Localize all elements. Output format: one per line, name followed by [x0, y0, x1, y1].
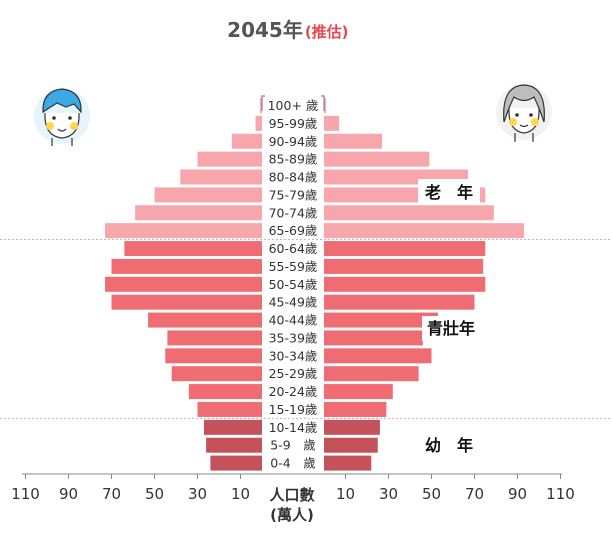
bar-left-1 — [255, 115, 262, 131]
tick-label-right-3: 70 — [465, 485, 484, 503]
bar-left-17 — [197, 401, 262, 417]
age-label-10: 50-54歲 — [269, 277, 318, 292]
bar-right-11 — [324, 294, 475, 310]
bar-left-15 — [171, 366, 262, 382]
age-label-5: 75-79歲 — [269, 187, 318, 202]
bar-right-15 — [324, 366, 419, 382]
group-label-bg-youth — [418, 433, 480, 458]
bracket-right — [321, 95, 325, 111]
bar-left-7 — [105, 223, 262, 239]
age-label-9: 55-59歲 — [269, 259, 318, 274]
bar-left-0 — [259, 98, 262, 113]
tick-label-right-0: 10 — [336, 485, 355, 503]
bar-right-6 — [324, 205, 494, 221]
bar-left-13 — [167, 330, 262, 346]
bar-right-18 — [324, 419, 380, 435]
bar-left-16 — [188, 384, 262, 400]
age-label-18: 10-14歲 — [269, 420, 318, 435]
group-label-bg-working — [422, 316, 480, 341]
bar-right-7 — [324, 223, 524, 239]
bar-right-20 — [324, 455, 372, 471]
age-label-3: 85-89歲 — [269, 152, 318, 167]
tick-label-right-5: 110 — [546, 485, 575, 503]
tick-label-left-3: 50 — [145, 485, 164, 503]
tick-label-left-4: 30 — [188, 485, 207, 503]
age-label-2: 90-94歲 — [269, 134, 318, 149]
age-label-19: 5-9 歲 — [270, 438, 315, 453]
bar-left-10 — [105, 276, 262, 292]
boy-face-icon — [34, 88, 90, 146]
age-label-0: 100+ 歲 — [268, 98, 319, 113]
bar-right-2 — [324, 133, 383, 149]
age-label-20: 0-4 歲 — [270, 456, 315, 471]
tick-label-left-1: 90 — [59, 485, 78, 503]
bar-right-1 — [324, 115, 340, 131]
tick-label-left-0: 110 — [11, 485, 40, 503]
age-label-1: 95-99歲 — [269, 116, 318, 131]
bar-left-14 — [165, 348, 262, 364]
bar-right-12 — [324, 312, 438, 328]
bar-right-9 — [324, 258, 484, 274]
age-label-17: 15-19歲 — [269, 402, 318, 417]
group-label-elderly: 老 年 — [424, 183, 473, 202]
axis-unit-label: 人口數 — [269, 486, 314, 504]
age-label-7: 65-69歲 — [269, 223, 318, 238]
bar-left-12 — [148, 312, 262, 328]
chart-title-note: (推估) — [305, 23, 349, 41]
bar-right-3 — [324, 151, 430, 167]
bar-right-10 — [324, 276, 486, 292]
bar-left-4 — [180, 169, 262, 185]
age-label-11: 45-49歲 — [269, 295, 318, 310]
bar-left-5 — [154, 187, 262, 203]
bar-left-8 — [124, 241, 263, 257]
bar-left-11 — [111, 294, 262, 310]
tick-label-right-1: 30 — [379, 485, 398, 503]
bar-left-9 — [111, 258, 262, 274]
age-label-16: 20-24歲 — [269, 384, 318, 399]
group-label-bg-elderly — [418, 179, 480, 204]
group-label-youth: 幼 年 — [425, 436, 473, 455]
bar-right-0 — [324, 98, 327, 113]
age-label-13: 35-39歲 — [269, 330, 318, 345]
bar-right-13 — [324, 330, 423, 346]
tick-label-right-2: 50 — [422, 485, 441, 503]
bar-right-16 — [324, 384, 393, 400]
group-label-working: 青壯年 — [427, 319, 475, 338]
bar-left-18 — [203, 419, 262, 435]
age-label-8: 60-64歲 — [269, 241, 318, 256]
grandma-face-icon — [496, 84, 552, 142]
age-label-12: 40-44歲 — [269, 313, 318, 328]
tick-label-right-4: 90 — [508, 485, 527, 503]
bar-right-14 — [324, 348, 432, 364]
bar-left-20 — [210, 455, 262, 471]
age-label-4: 80-84歲 — [269, 170, 318, 185]
tick-label-left-5: 10 — [231, 485, 250, 503]
chart-title: 2045年 — [227, 18, 303, 42]
bar-left-3 — [197, 151, 262, 167]
age-label-6: 70-74歲 — [269, 205, 318, 220]
bar-left-2 — [231, 133, 262, 149]
bracket-left — [261, 95, 265, 111]
tick-label-left-2: 70 — [102, 485, 121, 503]
age-label-15: 25-29歲 — [269, 366, 318, 381]
bar-right-17 — [324, 401, 387, 417]
bar-right-8 — [324, 241, 486, 257]
axis-unit-label-sub: (萬人) — [270, 506, 314, 524]
bar-left-6 — [135, 205, 262, 221]
bar-left-19 — [206, 437, 262, 453]
bar-right-19 — [324, 437, 378, 453]
age-label-14: 30-34歲 — [269, 348, 318, 363]
